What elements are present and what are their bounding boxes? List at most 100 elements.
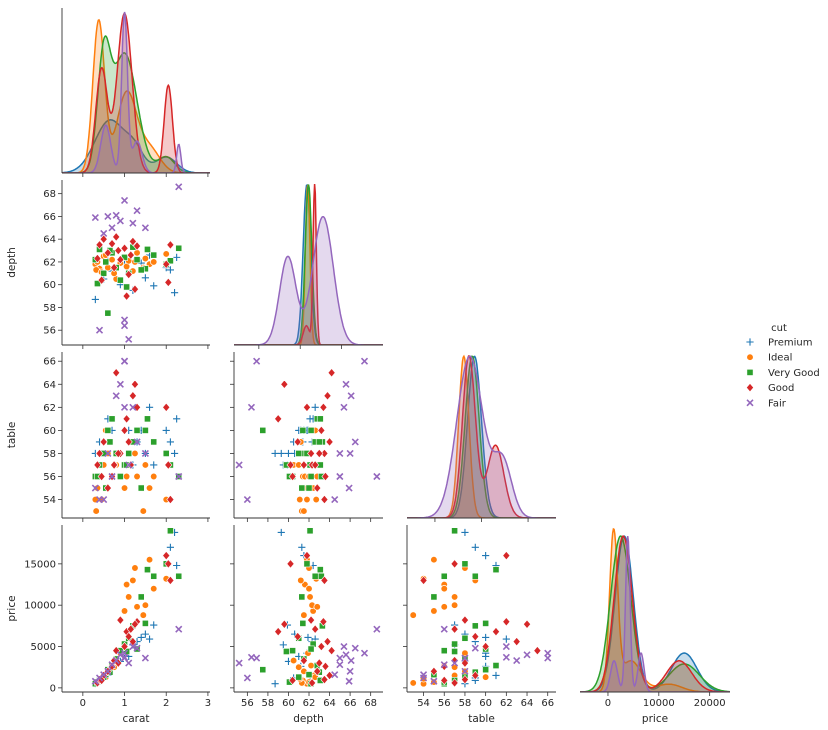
point-good <box>280 619 289 629</box>
point-ideal <box>139 507 147 515</box>
point-good <box>512 636 521 647</box>
point-fair <box>129 642 137 651</box>
point-ideal <box>131 449 139 458</box>
point-fair <box>440 625 448 633</box>
point-premium <box>173 253 181 261</box>
point-ideal <box>141 461 150 469</box>
point-very-good <box>137 484 145 492</box>
point-fair <box>95 674 104 682</box>
point-premium <box>166 438 174 446</box>
point-ideal <box>297 576 305 585</box>
x-tick-label: 62 <box>303 698 316 709</box>
point-ideal <box>409 611 417 619</box>
point-ideal <box>122 472 131 481</box>
y-axis-label-depth: depth <box>6 247 18 278</box>
legend-marker-good <box>746 382 754 393</box>
point-fair <box>133 207 141 215</box>
panel-depth-vs-carat: 56 58 60 62 64 66 68 <box>43 180 210 349</box>
point-good <box>130 379 139 389</box>
point-very-good <box>307 645 315 653</box>
point-ideal <box>141 601 150 609</box>
point-fair <box>247 403 256 411</box>
point-very-good <box>104 426 112 434</box>
x-tick-label: 62 <box>500 698 513 709</box>
point-good <box>162 550 171 561</box>
point-fair <box>373 625 381 633</box>
point-good <box>450 559 459 569</box>
point-ideal <box>92 507 100 515</box>
point-good <box>120 425 129 436</box>
point-very-good <box>303 560 311 568</box>
point-good <box>471 631 480 642</box>
point-very-good <box>108 415 116 423</box>
point-premium <box>279 641 287 649</box>
point-ideal <box>97 495 106 504</box>
point-ideal <box>409 679 417 687</box>
point-fair <box>523 651 531 659</box>
point-fair <box>373 472 381 481</box>
point-fair <box>253 654 261 662</box>
point-very-good <box>305 671 313 679</box>
point-good <box>307 615 316 625</box>
legend-label: Very Good <box>768 368 820 379</box>
point-ideal <box>150 585 158 593</box>
kde-line-very-good <box>407 355 556 518</box>
point-good <box>299 655 308 666</box>
point-very-good <box>471 622 479 630</box>
point-good <box>133 402 142 412</box>
point-good <box>97 471 106 482</box>
point-very-good <box>451 527 458 535</box>
point-good <box>313 666 322 676</box>
point-fair <box>336 472 344 481</box>
point-ideal <box>303 495 311 504</box>
point-premium <box>482 633 490 642</box>
point-ideal <box>150 472 158 481</box>
point-good <box>293 437 302 447</box>
point-good <box>112 232 121 242</box>
point-fair <box>544 649 552 657</box>
point-very-good <box>133 256 141 264</box>
point-very-good <box>295 673 303 681</box>
point-very-good <box>311 572 319 580</box>
point-very-good <box>137 593 145 601</box>
point-good <box>112 368 121 378</box>
point-good <box>166 494 175 505</box>
plot-area <box>580 527 730 692</box>
y-tick-label: 64 <box>43 380 56 391</box>
point-premium <box>471 543 479 551</box>
point-fair <box>95 326 104 334</box>
legend-marker-ideal <box>746 353 754 361</box>
point-fair <box>133 644 141 652</box>
point-fair <box>351 438 359 446</box>
point-ideal <box>306 593 314 601</box>
point-good <box>325 437 334 447</box>
x-tick-label: 64 <box>521 698 534 709</box>
point-good <box>162 259 171 269</box>
point-good <box>128 391 137 401</box>
point-good <box>502 550 511 561</box>
kde-fill-good <box>580 536 730 692</box>
point-premium <box>166 266 174 274</box>
kde-line-very-good <box>234 184 383 345</box>
point-ideal <box>440 603 448 611</box>
point-good <box>162 402 171 412</box>
point-good <box>293 631 302 642</box>
x-tick-label: 2 <box>163 698 169 709</box>
point-very-good <box>123 283 131 291</box>
point-good <box>126 624 135 634</box>
point-good <box>99 437 108 447</box>
point-premium <box>162 426 170 434</box>
point-fair <box>347 392 355 400</box>
x-axis-label-table: table <box>468 713 495 725</box>
point-good <box>122 291 131 301</box>
legend-marker-premium <box>746 338 754 346</box>
point-premium <box>141 630 149 638</box>
point-good <box>164 277 173 288</box>
point-good <box>325 670 334 681</box>
panel-price-vs-depth: 56 58 60 62 64 66 68 <box>230 525 383 709</box>
point-ideal <box>450 593 459 601</box>
point-good <box>327 646 336 656</box>
point-fair <box>141 449 149 458</box>
kde-line-good <box>407 355 556 518</box>
point-very-good <box>471 572 479 580</box>
